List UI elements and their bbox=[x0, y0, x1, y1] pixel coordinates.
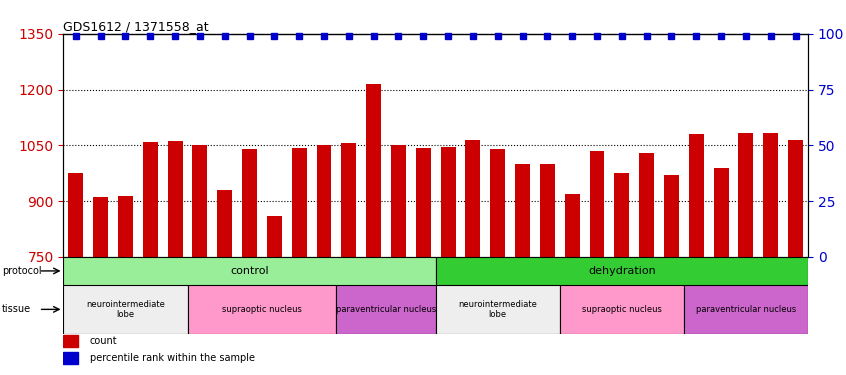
Bar bbox=[63, 285, 188, 334]
Text: neurointermediate
lobe: neurointermediate lobe bbox=[86, 300, 165, 319]
Bar bbox=[614, 173, 629, 257]
Bar bbox=[316, 145, 332, 257]
Text: control: control bbox=[230, 266, 269, 276]
Bar bbox=[292, 148, 306, 257]
Text: paraventricular nucleus: paraventricular nucleus bbox=[336, 305, 437, 314]
Bar bbox=[416, 148, 431, 257]
Bar bbox=[69, 173, 83, 257]
Bar bbox=[515, 164, 530, 257]
Bar bbox=[168, 141, 183, 257]
Bar bbox=[560, 285, 684, 334]
Text: supraoptic nucleus: supraoptic nucleus bbox=[222, 305, 302, 314]
Text: protocol: protocol bbox=[2, 266, 41, 276]
Text: dehydration: dehydration bbox=[588, 266, 656, 276]
Bar bbox=[63, 257, 436, 285]
Bar bbox=[342, 144, 356, 257]
Bar bbox=[337, 285, 436, 334]
Bar bbox=[714, 168, 728, 257]
Bar bbox=[739, 134, 753, 257]
Text: supraoptic nucleus: supraoptic nucleus bbox=[582, 305, 662, 314]
Bar bbox=[763, 134, 778, 257]
Bar bbox=[143, 142, 157, 257]
Bar bbox=[565, 194, 580, 257]
Bar bbox=[63, 335, 79, 347]
Text: percentile rank within the sample: percentile rank within the sample bbox=[90, 353, 255, 363]
Bar bbox=[664, 175, 678, 257]
Bar bbox=[491, 149, 505, 257]
Bar bbox=[684, 285, 808, 334]
Bar bbox=[366, 84, 381, 257]
Bar bbox=[267, 216, 282, 257]
Bar bbox=[441, 147, 455, 257]
Text: tissue: tissue bbox=[2, 304, 30, 314]
Bar bbox=[193, 145, 207, 257]
Bar bbox=[465, 141, 481, 257]
Text: GDS1612 / 1371558_at: GDS1612 / 1371558_at bbox=[63, 20, 209, 33]
Bar bbox=[93, 196, 108, 257]
Bar bbox=[242, 149, 257, 257]
Bar bbox=[788, 140, 803, 257]
Text: neurointermediate
lobe: neurointermediate lobe bbox=[459, 300, 537, 319]
Bar bbox=[689, 134, 704, 257]
Bar bbox=[590, 150, 604, 257]
Bar bbox=[188, 285, 337, 334]
Bar bbox=[640, 153, 654, 257]
Text: count: count bbox=[90, 336, 117, 346]
Bar bbox=[436, 257, 808, 285]
Bar bbox=[118, 196, 133, 257]
Bar bbox=[391, 145, 406, 257]
Bar bbox=[436, 285, 560, 334]
Bar bbox=[217, 190, 232, 257]
Bar bbox=[63, 352, 79, 364]
Bar bbox=[540, 164, 555, 257]
Text: paraventricular nucleus: paraventricular nucleus bbox=[695, 305, 796, 314]
